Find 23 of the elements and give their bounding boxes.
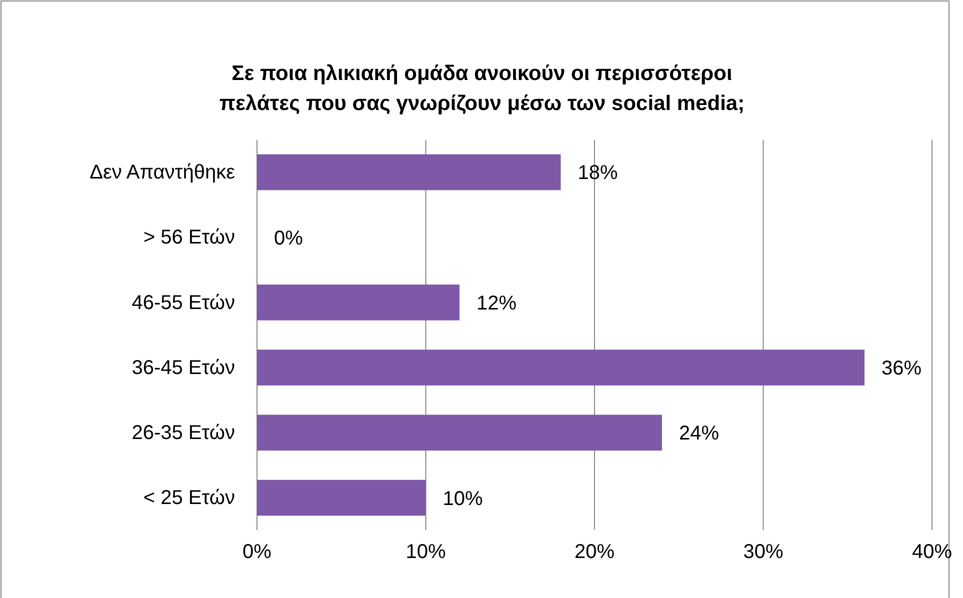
chart-title: Σε ποια ηλικιακή ομάδα ανοικούν οι περισσότεροι πελάτες που σας γνωρίζουν μέσω των social media; [219,62,745,115]
bar [257,480,426,516]
y-tick-label: 36-45 Ετών [132,356,235,379]
y-tick-label: > 56 Ετών [143,226,235,249]
data-label: 12% [476,292,517,314]
x-tick-label: 30% [743,541,784,564]
x-tick-label: 10% [406,541,446,564]
data-label: 18% [578,162,618,184]
data-label: 0% [274,227,304,250]
bar [257,414,662,451]
data-label: 10% [442,488,483,510]
bar [257,284,460,320]
data-label: 24% [679,422,720,445]
bar [257,154,561,190]
x-tick-label: 20% [574,541,615,564]
x-tick-label: 40% [912,541,952,564]
bar [257,350,864,386]
x-tick-label: 0% [242,541,272,564]
y-tick-label: < 25 Ετών [143,487,235,510]
data-label: 36% [882,358,922,380]
y-tick-label: 26-35 Ετών [132,422,235,444]
y-tick-label: Δεν Απαντήθηκε [90,162,236,184]
y-tick-label: 46-55 Ετών [132,292,235,314]
